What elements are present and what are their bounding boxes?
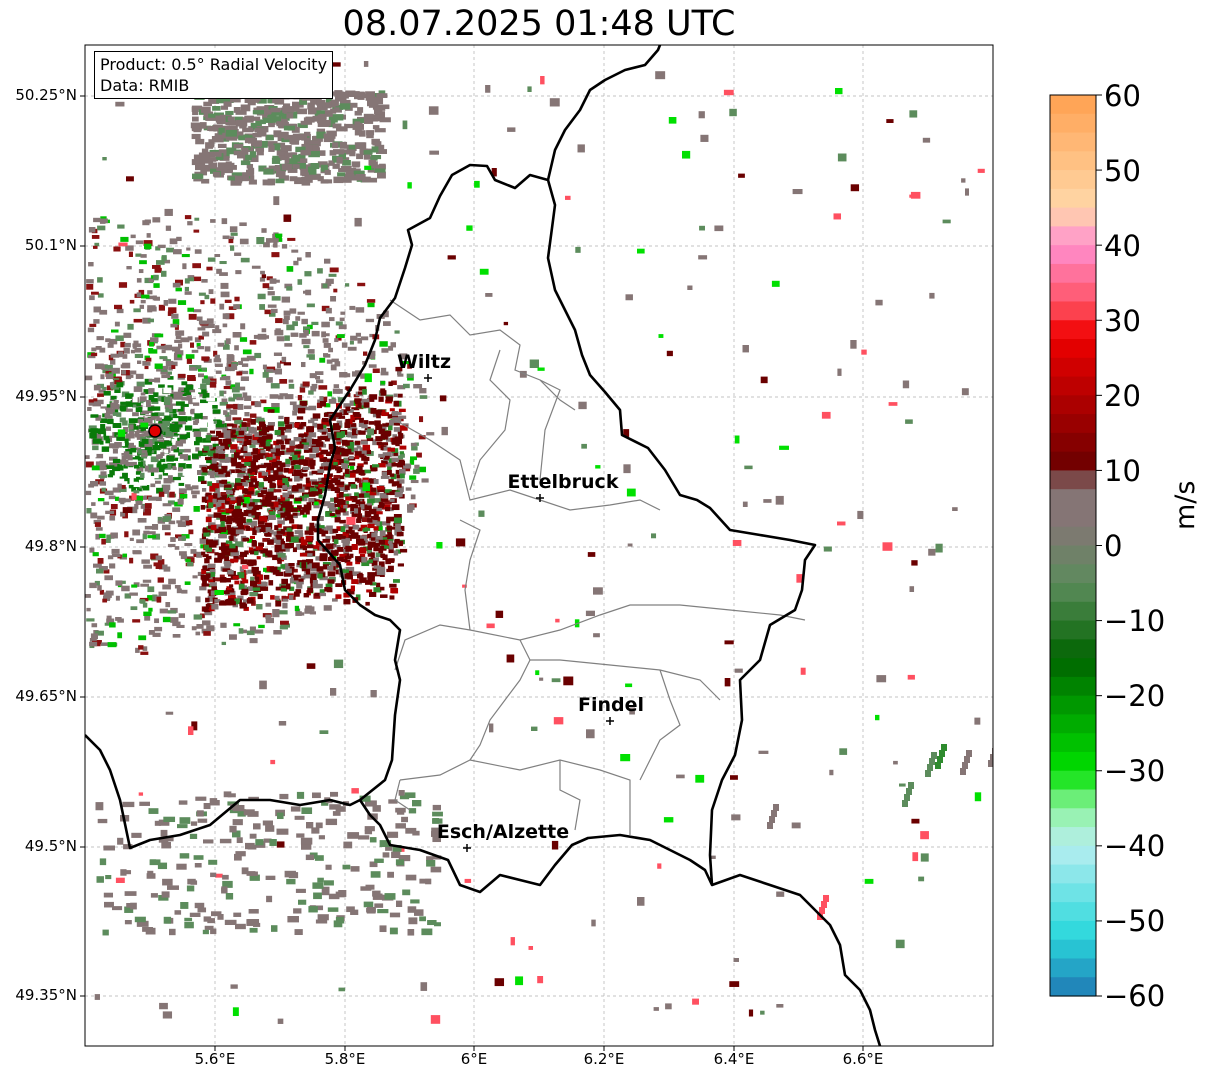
axis-ticks bbox=[80, 95, 864, 1051]
colorbar bbox=[1050, 95, 1096, 997]
colorbar-tick-label: 40 bbox=[1104, 229, 1141, 263]
lat-tick-label: 49.8°N bbox=[24, 537, 77, 555]
lon-tick-label: 6.2°E bbox=[583, 1050, 625, 1068]
colorbar-segment bbox=[1050, 883, 1096, 903]
colorbar-segment bbox=[1050, 902, 1096, 922]
colorbar-tick-label: −40 bbox=[1104, 829, 1166, 863]
colorbar-tick-label: 50 bbox=[1104, 154, 1141, 188]
colorbar-segment bbox=[1050, 151, 1096, 171]
colorbar-segment bbox=[1050, 658, 1096, 678]
colorbar-segment bbox=[1050, 170, 1096, 190]
colorbar-segment bbox=[1050, 395, 1096, 415]
lon-tick-label: 5.6°E bbox=[194, 1050, 236, 1068]
colorbar-segment bbox=[1050, 470, 1096, 490]
colorbar-segment bbox=[1050, 789, 1096, 809]
city-labels: Wiltz Ettelbruck Findel Esch/Alzette bbox=[397, 351, 644, 843]
colorbar-segment bbox=[1050, 95, 1096, 115]
lon-tick-label: 5.8°E bbox=[324, 1050, 366, 1068]
lat-tick-label: 49.35°N bbox=[15, 986, 77, 1004]
lat-tick-label: 50.1°N bbox=[24, 236, 77, 254]
colorbar-segment bbox=[1050, 301, 1096, 321]
colorbar-tick-label: −10 bbox=[1104, 604, 1166, 638]
colorbar-tick-label: 20 bbox=[1104, 379, 1141, 413]
colorbar-segment bbox=[1050, 601, 1096, 622]
colorbar-segment bbox=[1050, 507, 1096, 528]
colorbar-segment bbox=[1050, 695, 1096, 716]
lat-tick-label: 49.5°N bbox=[24, 837, 77, 855]
country-borders bbox=[85, 45, 882, 1046]
colorbar-segment bbox=[1050, 451, 1096, 472]
colorbar-segment bbox=[1050, 845, 1096, 866]
colorbar-segment bbox=[1050, 676, 1096, 697]
colorbar-tick-label: 10 bbox=[1104, 454, 1141, 488]
city-label-ettelbruck: Ettelbruck bbox=[508, 471, 619, 493]
data-source-label: Data: RMIB bbox=[100, 76, 190, 95]
canton-boundaries bbox=[389, 299, 806, 835]
colorbar-segment bbox=[1050, 357, 1096, 378]
colorbar-tick-label: 0 bbox=[1104, 529, 1123, 563]
colorbar-segment bbox=[1050, 564, 1096, 584]
colorbar-segment bbox=[1050, 245, 1096, 265]
city-label-esch: Esch/Alzette bbox=[437, 821, 569, 843]
city-label-wiltz: Wiltz bbox=[397, 351, 451, 373]
colorbar-segment bbox=[1050, 583, 1096, 603]
colorbar-tick-label: −50 bbox=[1104, 904, 1166, 938]
colorbar-segment bbox=[1050, 132, 1096, 152]
colorbar-ticks bbox=[1096, 94, 1102, 997]
colorbar-segment bbox=[1050, 864, 1096, 884]
colorbar-segment bbox=[1050, 339, 1096, 359]
colorbar-segment bbox=[1050, 282, 1096, 303]
city-marker-ettelbruck bbox=[536, 494, 544, 502]
colorbar-segment bbox=[1050, 751, 1096, 772]
colorbar-segment bbox=[1050, 376, 1096, 396]
lat-tick-label: 49.95°N bbox=[15, 387, 77, 405]
colorbar-segment bbox=[1050, 320, 1096, 340]
colorbar-segment bbox=[1050, 113, 1096, 134]
colorbar-tick-label: −20 bbox=[1104, 679, 1166, 713]
colorbar-segment bbox=[1050, 920, 1096, 941]
colorbar-unit-label: m/s bbox=[1170, 480, 1201, 530]
colorbar-tick-label: −60 bbox=[1104, 979, 1166, 1013]
radar-site-marker bbox=[148, 424, 162, 438]
colorbar-segment bbox=[1050, 263, 1096, 284]
colorbar-segment bbox=[1050, 770, 1096, 791]
colorbar-segment bbox=[1050, 714, 1096, 734]
colorbar-segment bbox=[1050, 958, 1096, 978]
lat-tick-label: 50.25°N bbox=[15, 86, 77, 104]
colorbar-segment bbox=[1050, 939, 1096, 960]
product-label: Product: 0.5° Radial Velocity bbox=[100, 55, 328, 74]
city-marker-findel bbox=[606, 717, 614, 725]
map-title: 08.07.2025 01:48 UTC bbox=[342, 4, 736, 44]
lon-tick-label: 6.4°E bbox=[713, 1050, 755, 1068]
city-markers bbox=[424, 374, 614, 852]
colorbar-segment bbox=[1050, 526, 1096, 547]
colorbar-segment bbox=[1050, 545, 1096, 565]
colorbar-segment bbox=[1050, 827, 1096, 847]
colorbar-segment bbox=[1050, 620, 1096, 640]
colorbar-segment bbox=[1050, 207, 1096, 227]
city-label-findel: Findel bbox=[578, 694, 644, 716]
lon-tick-label: 6°E bbox=[460, 1050, 488, 1068]
colorbar-segment bbox=[1050, 808, 1096, 828]
colorbar-segment bbox=[1050, 226, 1096, 246]
colorbar-segment bbox=[1050, 639, 1096, 659]
colorbar-tick-label: 30 bbox=[1104, 304, 1141, 338]
colorbar-segment bbox=[1050, 489, 1096, 509]
colorbar-segment bbox=[1050, 733, 1096, 753]
colorbar-segment bbox=[1050, 977, 1096, 997]
city-marker-wiltz bbox=[424, 374, 432, 382]
colorbar-tick-label: 60 bbox=[1104, 79, 1141, 113]
colorbar-segment bbox=[1050, 432, 1096, 453]
lat-tick-label: 49.65°N bbox=[15, 687, 77, 705]
colorbar-segment bbox=[1050, 188, 1096, 209]
colorbar-segment bbox=[1050, 414, 1096, 434]
colorbar-tick-label: −30 bbox=[1104, 754, 1166, 788]
map-frame bbox=[84, 44, 994, 1047]
product-info-box: Product: 0.5° Radial Velocity Data: RMIB bbox=[94, 51, 334, 99]
city-marker-esch bbox=[463, 844, 471, 852]
lon-tick-label: 6.6°E bbox=[842, 1050, 884, 1068]
